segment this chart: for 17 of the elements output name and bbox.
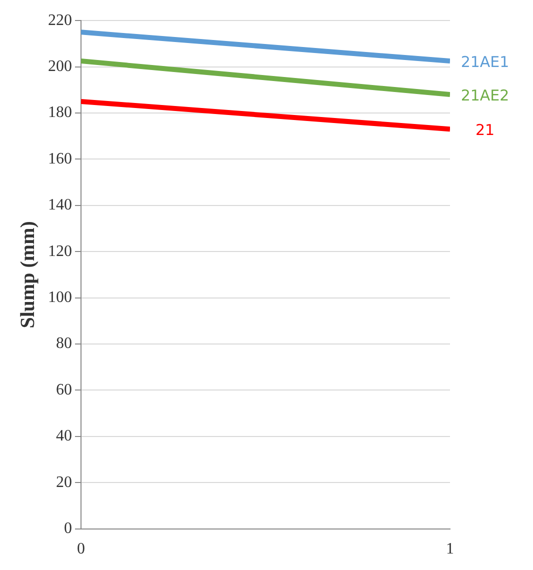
y-tick-label: 140 xyxy=(48,196,72,214)
series-label: 21AE2 xyxy=(460,86,510,104)
y-axis-title: Slump (mm) xyxy=(17,221,40,328)
y-tick-label: 220 xyxy=(48,12,72,29)
series-label: 21 xyxy=(475,121,495,140)
y-tick-label: 160 xyxy=(48,150,72,168)
y-tick-label: 180 xyxy=(48,104,72,122)
y-tick-label: 100 xyxy=(48,289,72,306)
y-tick-label: 120 xyxy=(48,242,72,260)
y-tick-label: 0 xyxy=(64,520,72,538)
series-label: 21AE1 xyxy=(460,52,510,71)
x-tick-label: 1 xyxy=(446,540,454,558)
y-tick-label: 40 xyxy=(56,428,72,445)
y-tick-label: 60 xyxy=(56,381,72,398)
y-tick-label: 80 xyxy=(56,335,72,352)
y-tick-label: 200 xyxy=(48,58,72,76)
y-tick-label: 20 xyxy=(56,474,72,491)
